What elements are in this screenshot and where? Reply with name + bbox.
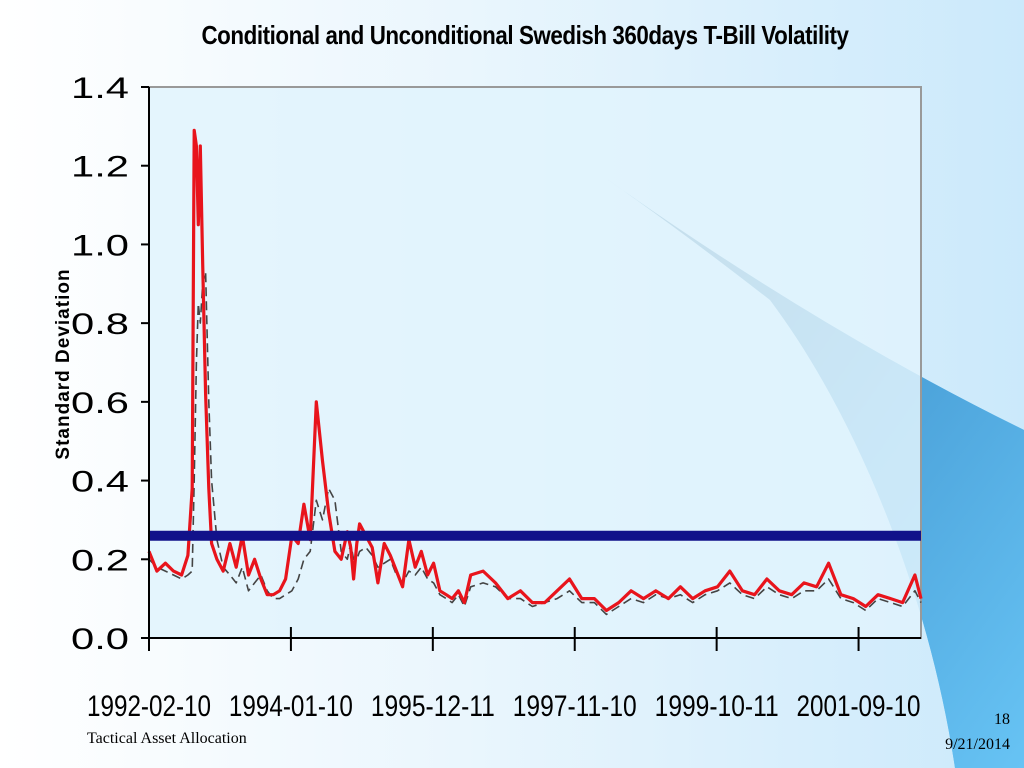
y-tick-label: 0.8 [71, 308, 129, 341]
x-tick-label: 1999-10-11 [655, 690, 779, 723]
footer-title: Tactical Asset Allocation [87, 730, 247, 747]
chart-title: Conditional and Unconditional Swedish 36… [201, 20, 849, 50]
y-tick-label: 0.0 [71, 623, 129, 656]
plot-area [148, 86, 922, 639]
x-tick-label: 1995-12-11 [371, 690, 495, 723]
series-layer [147, 128, 923, 616]
y-tick-label: 1.2 [71, 151, 129, 184]
x-axis: 1992-02-10 1994-01-10 1995-12-11 1997-11-10… [87, 627, 921, 723]
x-tick-label: 1997-11-10 [513, 690, 637, 723]
y-tick-label: 0.2 [71, 544, 129, 577]
x-tick-label: 1994-01-10 [229, 690, 353, 723]
y-tick-label: 0.4 [71, 466, 129, 499]
footer-date: 9/21/2014 [945, 736, 1010, 753]
page-number: 18 [994, 711, 1010, 728]
y-axis: 0.0 0.2 0.4 0.6 0.8 1.0 1.2 1.4 [71, 72, 149, 656]
x-tick-label: 2001-09-10 [797, 690, 921, 723]
y-tick-label: 1.0 [71, 229, 129, 262]
y-tick-label: 0.6 [71, 387, 129, 420]
y-tick-label: 1.4 [71, 72, 129, 105]
x-tick-label: 1992-02-10 [87, 690, 211, 723]
dashed-series-line [148, 271, 922, 616]
conditional-series-line [147, 128, 923, 613]
